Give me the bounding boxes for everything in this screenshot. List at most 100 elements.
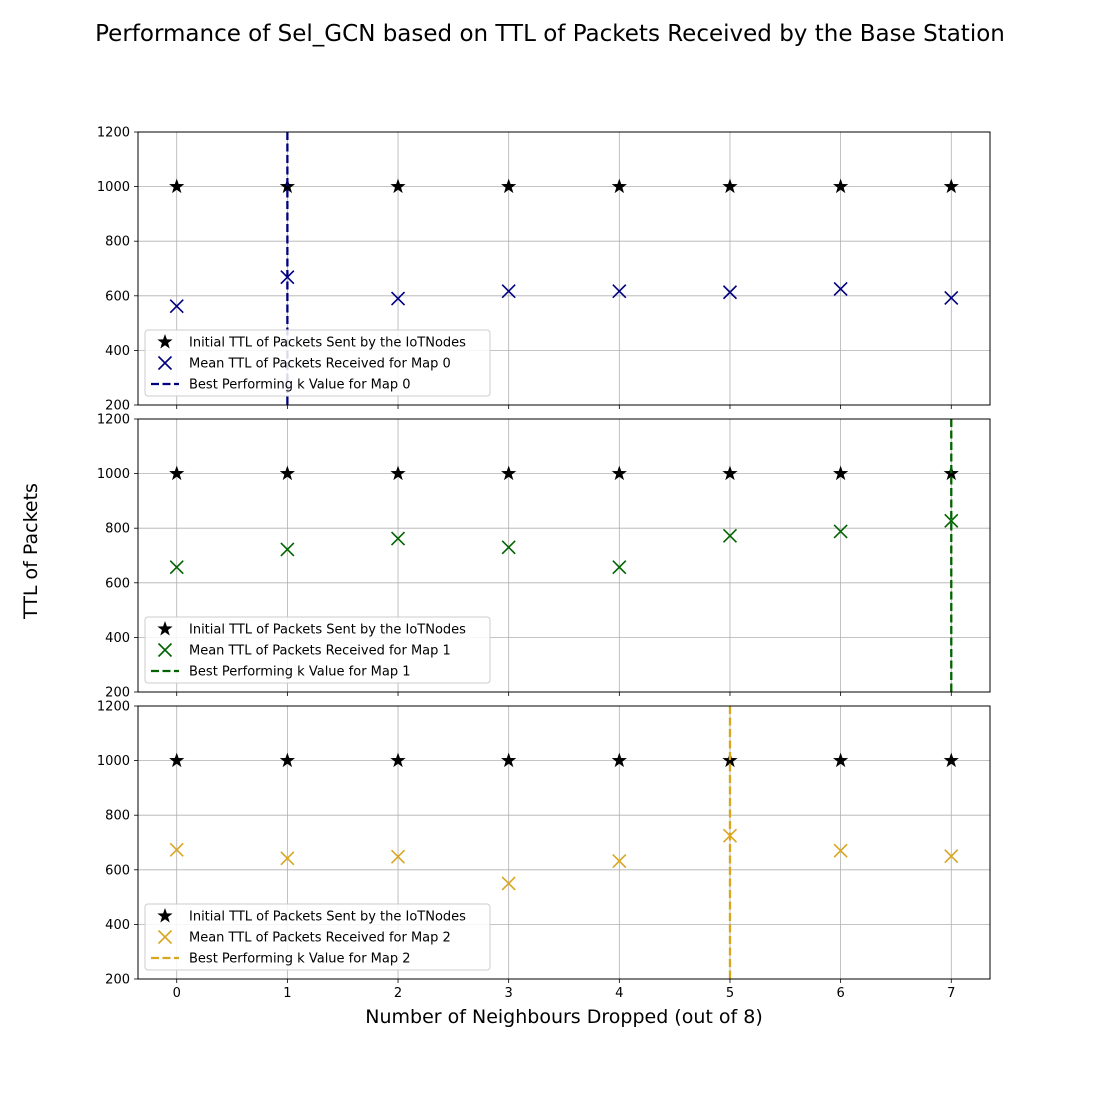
x-marker (390, 849, 406, 864)
x-marker (944, 290, 959, 306)
x-tick-label: 4 (615, 986, 623, 1001)
legend-box (144, 903, 491, 971)
legend-entry-label: Mean TTL of Packets Received for Map 2 (189, 931, 451, 946)
y-tick-label: 1000 (97, 467, 130, 482)
star-marker (722, 465, 738, 481)
legend-entry-label: Best Performing k Value for Map 0 (189, 378, 411, 393)
star-marker (279, 752, 295, 768)
star-marker (943, 178, 959, 194)
y-tick-label: 800 (105, 235, 130, 250)
y-tick-label: 600 (105, 289, 130, 304)
y-tick-label: 800 (105, 809, 130, 824)
star-marker (169, 752, 185, 768)
x-tick-label: 2 (394, 986, 402, 1001)
star-marker (501, 465, 517, 481)
star-marker (169, 465, 185, 481)
x-axis-label: Number of Neighbours Dropped (out of 8) (365, 1006, 762, 1028)
legend-entry-label: Mean TTL of Packets Received for Map 1 (189, 644, 451, 659)
y-tick-label: 1000 (97, 180, 130, 195)
star-marker (279, 465, 295, 481)
y-tick-label: 200 (105, 686, 130, 701)
y-tick-label: 400 (105, 918, 130, 933)
x-marker (501, 540, 516, 555)
legend-star-icon (157, 621, 173, 636)
subplot-map-2: 200 400 600 800 1000 1200 0 1 2 3 4 5 6 7 Initial TTL … (97, 700, 991, 1001)
axes-frame (137, 705, 991, 980)
x-marker (169, 560, 184, 575)
axes-frame (137, 131, 991, 406)
legend-star-icon (157, 908, 173, 923)
star-marker (501, 752, 517, 768)
x-tick-label: 5 (726, 986, 734, 1001)
legend: Initial TTL of Packets Sent by the IoTNo… (144, 903, 491, 971)
x-marker (280, 542, 295, 557)
x-marker (833, 524, 848, 539)
star-marker (501, 178, 517, 194)
x-marker (612, 560, 627, 575)
x-tick-label: 1 (283, 986, 291, 1001)
x-marker (501, 876, 516, 891)
star-marker (833, 465, 849, 481)
x-marker (722, 285, 738, 300)
plot-area (169, 132, 959, 405)
y-tick-label: 600 (105, 576, 130, 591)
y-tick-label: 800 (105, 522, 130, 537)
legend-box (144, 616, 491, 684)
legend-x-icon (157, 929, 173, 945)
x-tick-label: 7 (947, 986, 955, 1001)
legend-entry-label: Mean TTL of Packets Received for Map 0 (189, 357, 451, 372)
star-marker (390, 752, 406, 768)
x-marker (390, 291, 406, 306)
legend-box (144, 329, 491, 397)
legend: Initial TTL of Packets Sent by the IoTNo… (144, 616, 491, 684)
x-marker (169, 842, 184, 857)
x-marker (944, 849, 959, 864)
star-marker (722, 178, 738, 194)
axes-frame (137, 418, 991, 693)
x-marker (944, 513, 959, 528)
y-tick-label: 1200 (97, 413, 130, 428)
plot-area (169, 706, 959, 979)
x-tick-label: 3 (505, 986, 513, 1001)
plot-area (169, 419, 959, 692)
x-marker (612, 284, 627, 299)
legend-entry-label: Best Performing k Value for Map 1 (189, 665, 411, 680)
x-marker (833, 843, 848, 858)
star-marker (611, 465, 627, 481)
y-tick-label: 400 (105, 631, 130, 646)
x-marker (501, 284, 516, 299)
x-marker (612, 853, 627, 869)
legend-entry-label: Best Performing k Value for Map 2 (189, 952, 411, 967)
legend-x-icon (157, 642, 173, 658)
x-marker (169, 299, 184, 314)
star-marker (390, 465, 406, 481)
star-marker (169, 178, 185, 194)
legend: Initial TTL of Packets Sent by the IoTNo… (144, 329, 491, 397)
y-tick-label: 200 (105, 399, 130, 414)
star-marker (833, 752, 849, 768)
y-axis-label: TTL of Packets (20, 483, 42, 620)
subplot-map-0: 200 400 600 800 1000 1200 Initial TTL of Packe… (97, 126, 991, 414)
y-tick-label: 1000 (97, 754, 130, 769)
star-marker (611, 178, 627, 194)
y-tick-label: 200 (105, 973, 130, 988)
legend-entry-label: Initial TTL of Packets Sent by the IoTNo… (189, 336, 466, 351)
x-marker (280, 851, 295, 866)
x-tick-label: 0 (173, 986, 181, 1001)
legend-x-icon (157, 355, 173, 371)
y-tick-label: 1200 (97, 126, 130, 141)
star-marker (833, 178, 849, 194)
star-marker (943, 752, 959, 768)
legend-entry-label: Initial TTL of Packets Sent by the IoTNo… (189, 623, 466, 638)
y-tick-label: 400 (105, 344, 130, 359)
x-tick-label: 6 (836, 986, 844, 1001)
star-marker (390, 178, 406, 194)
star-marker (611, 752, 627, 768)
x-marker (722, 528, 738, 543)
x-marker (833, 281, 848, 297)
legend-entry-label: Initial TTL of Packets Sent by the IoTNo… (189, 910, 466, 925)
subplot-map-1: 200 400 600 800 1000 1200 Initial TTL of Packe… (97, 413, 991, 701)
x-marker (390, 531, 406, 546)
